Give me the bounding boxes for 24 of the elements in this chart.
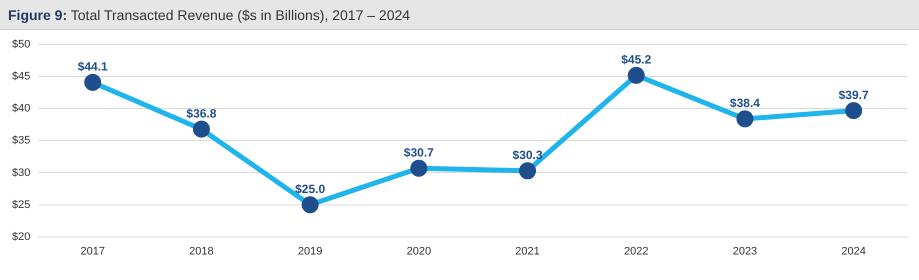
y-tick-label: $45 — [12, 70, 30, 83]
data-label: $30.3 — [512, 148, 543, 162]
y-tick-label: $20 — [12, 230, 30, 243]
x-tick-label: 2021 — [515, 245, 540, 258]
y-tick-label: $40 — [12, 102, 30, 115]
y-tick-label: $35 — [12, 134, 30, 147]
data-label: $45.2 — [621, 52, 652, 67]
x-tick-label: 2017 — [80, 245, 105, 258]
data-label: $36.8 — [186, 106, 217, 120]
y-tick-label: $50 — [12, 38, 30, 51]
data-label: $25.0 — [295, 182, 326, 196]
x-tick-label: 2020 — [406, 245, 432, 258]
data-label: $44.1 — [78, 60, 108, 74]
data-label: $30.7 — [404, 146, 434, 160]
x-tick-label: 2019 — [298, 245, 322, 258]
chart-title: Figure 9: Total Transacted Revenue ($s in Billions), 2017 – 2024 — [0, 0, 919, 30]
data-label: $38.4 — [730, 96, 760, 110]
x-tick-label: 2024 — [841, 245, 866, 258]
y-tick-label: $30 — [12, 166, 30, 179]
x-tick-label: 2018 — [189, 245, 214, 258]
y-tick-label: $25 — [12, 198, 30, 211]
x-tick-label: 2023 — [732, 245, 758, 258]
x-tick-label: 2022 — [624, 245, 648, 258]
data-label: $39.7 — [838, 88, 869, 102]
